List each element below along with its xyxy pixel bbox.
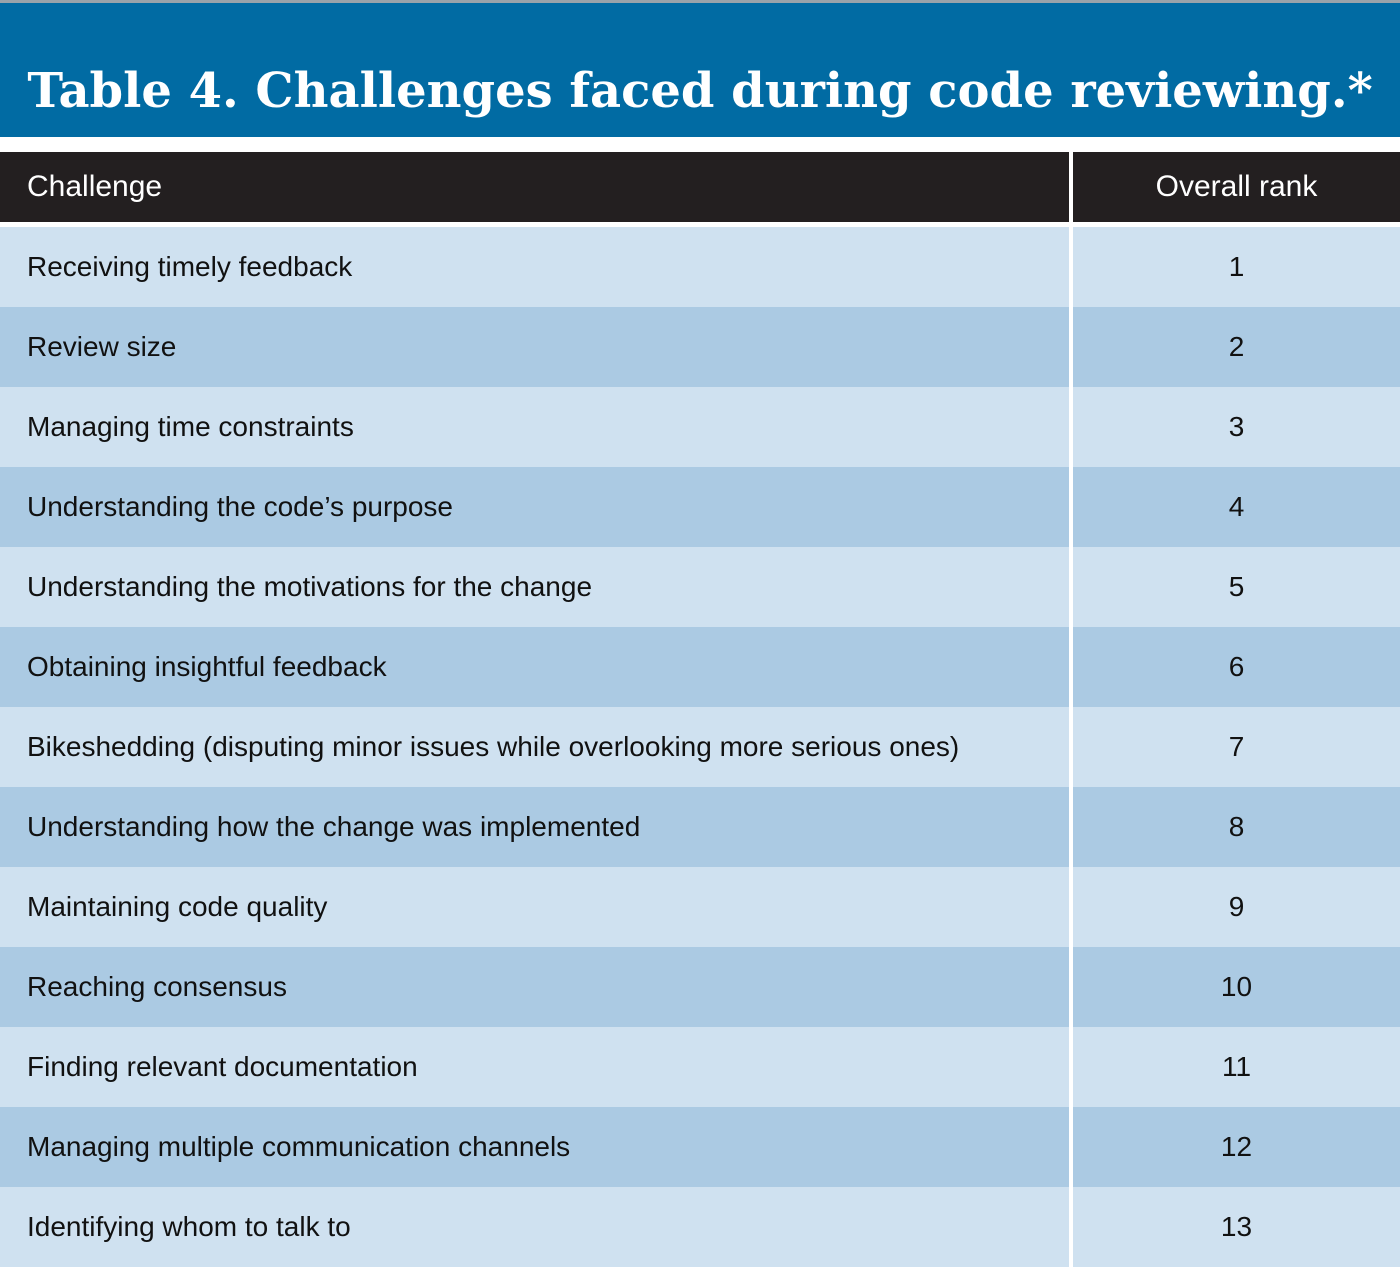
column-divider: [1069, 1107, 1073, 1187]
column-header: Challenge: [27, 170, 163, 203]
challenge-cell: Identifying whom to talk to: [27, 1211, 351, 1242]
challenge-cell: Bikeshedding (disputing minor issues whi…: [27, 731, 960, 762]
column-divider: [1069, 867, 1073, 947]
table-body: Receiving timely feedback 1 Review size 2 Ma…: [0, 227, 1400, 1267]
table-row: Finding relevant documentation 11: [0, 1027, 1400, 1107]
challenge-cell: Understanding how the change was impleme…: [27, 811, 641, 842]
column-divider: [1069, 1187, 1073, 1267]
rank-cell: 3: [1228, 411, 1245, 442]
column-divider: [1069, 947, 1073, 1027]
table-row: Maintaining code quality 9: [0, 867, 1400, 947]
column-divider: [1069, 1027, 1073, 1107]
challenge-cell: Managing time constraints: [27, 411, 354, 442]
challenge-cell: Maintaining code quality: [27, 891, 328, 922]
table-row: Bikeshedding (disputing minor issues whi…: [0, 707, 1400, 787]
column-divider: [1069, 787, 1073, 867]
column-divider: [1069, 547, 1073, 627]
header-row: Challenge Overall rank: [0, 152, 1400, 222]
table-row: Managing time constraints 3: [0, 387, 1400, 467]
table-row: Identifying whom to talk to 13: [0, 1187, 1400, 1267]
challenge-cell: Understanding the motivations for the ch…: [27, 571, 593, 602]
table-row: Understanding the code’s purpose 4: [0, 467, 1400, 547]
rank-cell: 5: [1228, 571, 1245, 602]
challenge-cell: Obtaining insightful feedback: [27, 651, 387, 682]
column-divider: [1069, 152, 1073, 222]
table-row: Understanding the motivations for the ch…: [0, 547, 1400, 627]
challenge-cell: Managing multiple communication channels: [27, 1131, 571, 1162]
rank-cell: 9: [1228, 891, 1245, 922]
table-row: Managing multiple communication channels…: [0, 1107, 1400, 1187]
rank-cell: 12: [1220, 1131, 1253, 1162]
table-row: Review size 2: [0, 307, 1400, 387]
column-divider: [1069, 387, 1073, 467]
table-row: Understanding how the change was impleme…: [0, 787, 1400, 867]
column-divider: [1069, 227, 1073, 307]
challenge-cell: Reaching consensus: [27, 971, 287, 1002]
column-divider: [1069, 707, 1073, 787]
rank-cell: 4: [1228, 491, 1245, 522]
rank-cell: 8: [1228, 811, 1245, 842]
table-row: Obtaining insightful feedback 6: [0, 627, 1400, 707]
table-title: Table 4. Challenges faced during code re…: [27, 63, 1373, 119]
rank-cell: 6: [1228, 651, 1245, 682]
challenge-cell: Understanding the code’s purpose: [27, 491, 454, 522]
rank-cell: 11: [1221, 1051, 1252, 1082]
table-row: Receiving timely feedback 1: [0, 227, 1400, 307]
column-divider: [1069, 307, 1073, 387]
rank-cell: 1: [1228, 251, 1245, 282]
rank-cell: 13: [1220, 1211, 1253, 1242]
rank-cell: 10: [1220, 971, 1253, 1002]
column-divider: [1069, 467, 1073, 547]
table-row: Reaching consensus 10: [0, 947, 1400, 1027]
challenge-cell: Finding relevant documentation: [27, 1051, 418, 1082]
column-divider: [1069, 627, 1073, 707]
column-header: Overall rank: [1155, 170, 1318, 203]
rank-cell: 7: [1228, 731, 1245, 762]
rank-cell: 2: [1228, 331, 1245, 362]
title-banner: Table 4. Challenges faced during code re…: [0, 0, 1400, 137]
challenge-cell: Receiving timely feedback: [27, 251, 353, 282]
challenge-cell: Review size: [27, 331, 177, 362]
